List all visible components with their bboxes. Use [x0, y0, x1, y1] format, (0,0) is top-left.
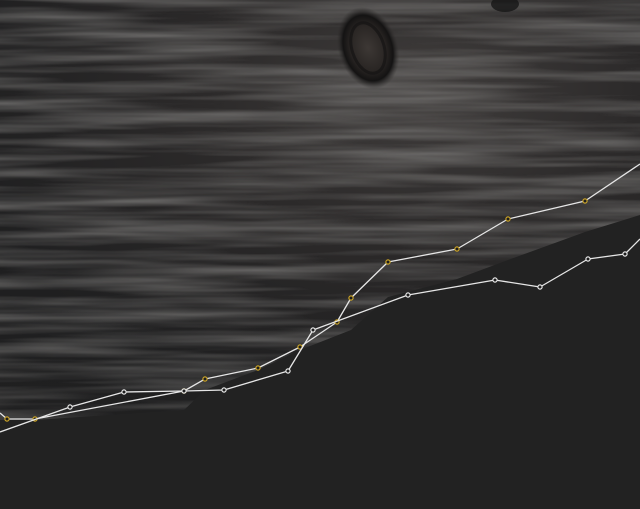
series-1-point[interactable]	[202, 376, 208, 382]
series-1-point[interactable]	[4, 416, 10, 422]
series-2-point[interactable]	[537, 284, 543, 290]
series-2-line	[0, 238, 640, 433]
series-1-point[interactable]	[348, 295, 354, 301]
series-2-point[interactable]	[221, 387, 227, 393]
series-2-point[interactable]	[285, 368, 291, 374]
series-2-point[interactable]	[622, 251, 628, 257]
series-2-point[interactable]	[121, 389, 127, 395]
series-2	[0, 238, 640, 433]
series-layer	[0, 163, 640, 433]
series-1-point[interactable]	[454, 246, 460, 252]
series-1-point[interactable]	[505, 216, 511, 222]
series-2-point[interactable]	[310, 327, 316, 333]
series-2-point[interactable]	[67, 404, 73, 410]
series-1-point[interactable]	[255, 365, 261, 371]
series-1	[0, 163, 640, 422]
series-2-point[interactable]	[405, 292, 411, 298]
series-2-point[interactable]	[585, 256, 591, 262]
series-2-point[interactable]	[492, 277, 498, 283]
series-1-line	[0, 163, 640, 420]
series-1-point[interactable]	[582, 198, 588, 204]
series-2-point[interactable]	[181, 388, 187, 394]
series-1-point[interactable]	[385, 259, 391, 265]
